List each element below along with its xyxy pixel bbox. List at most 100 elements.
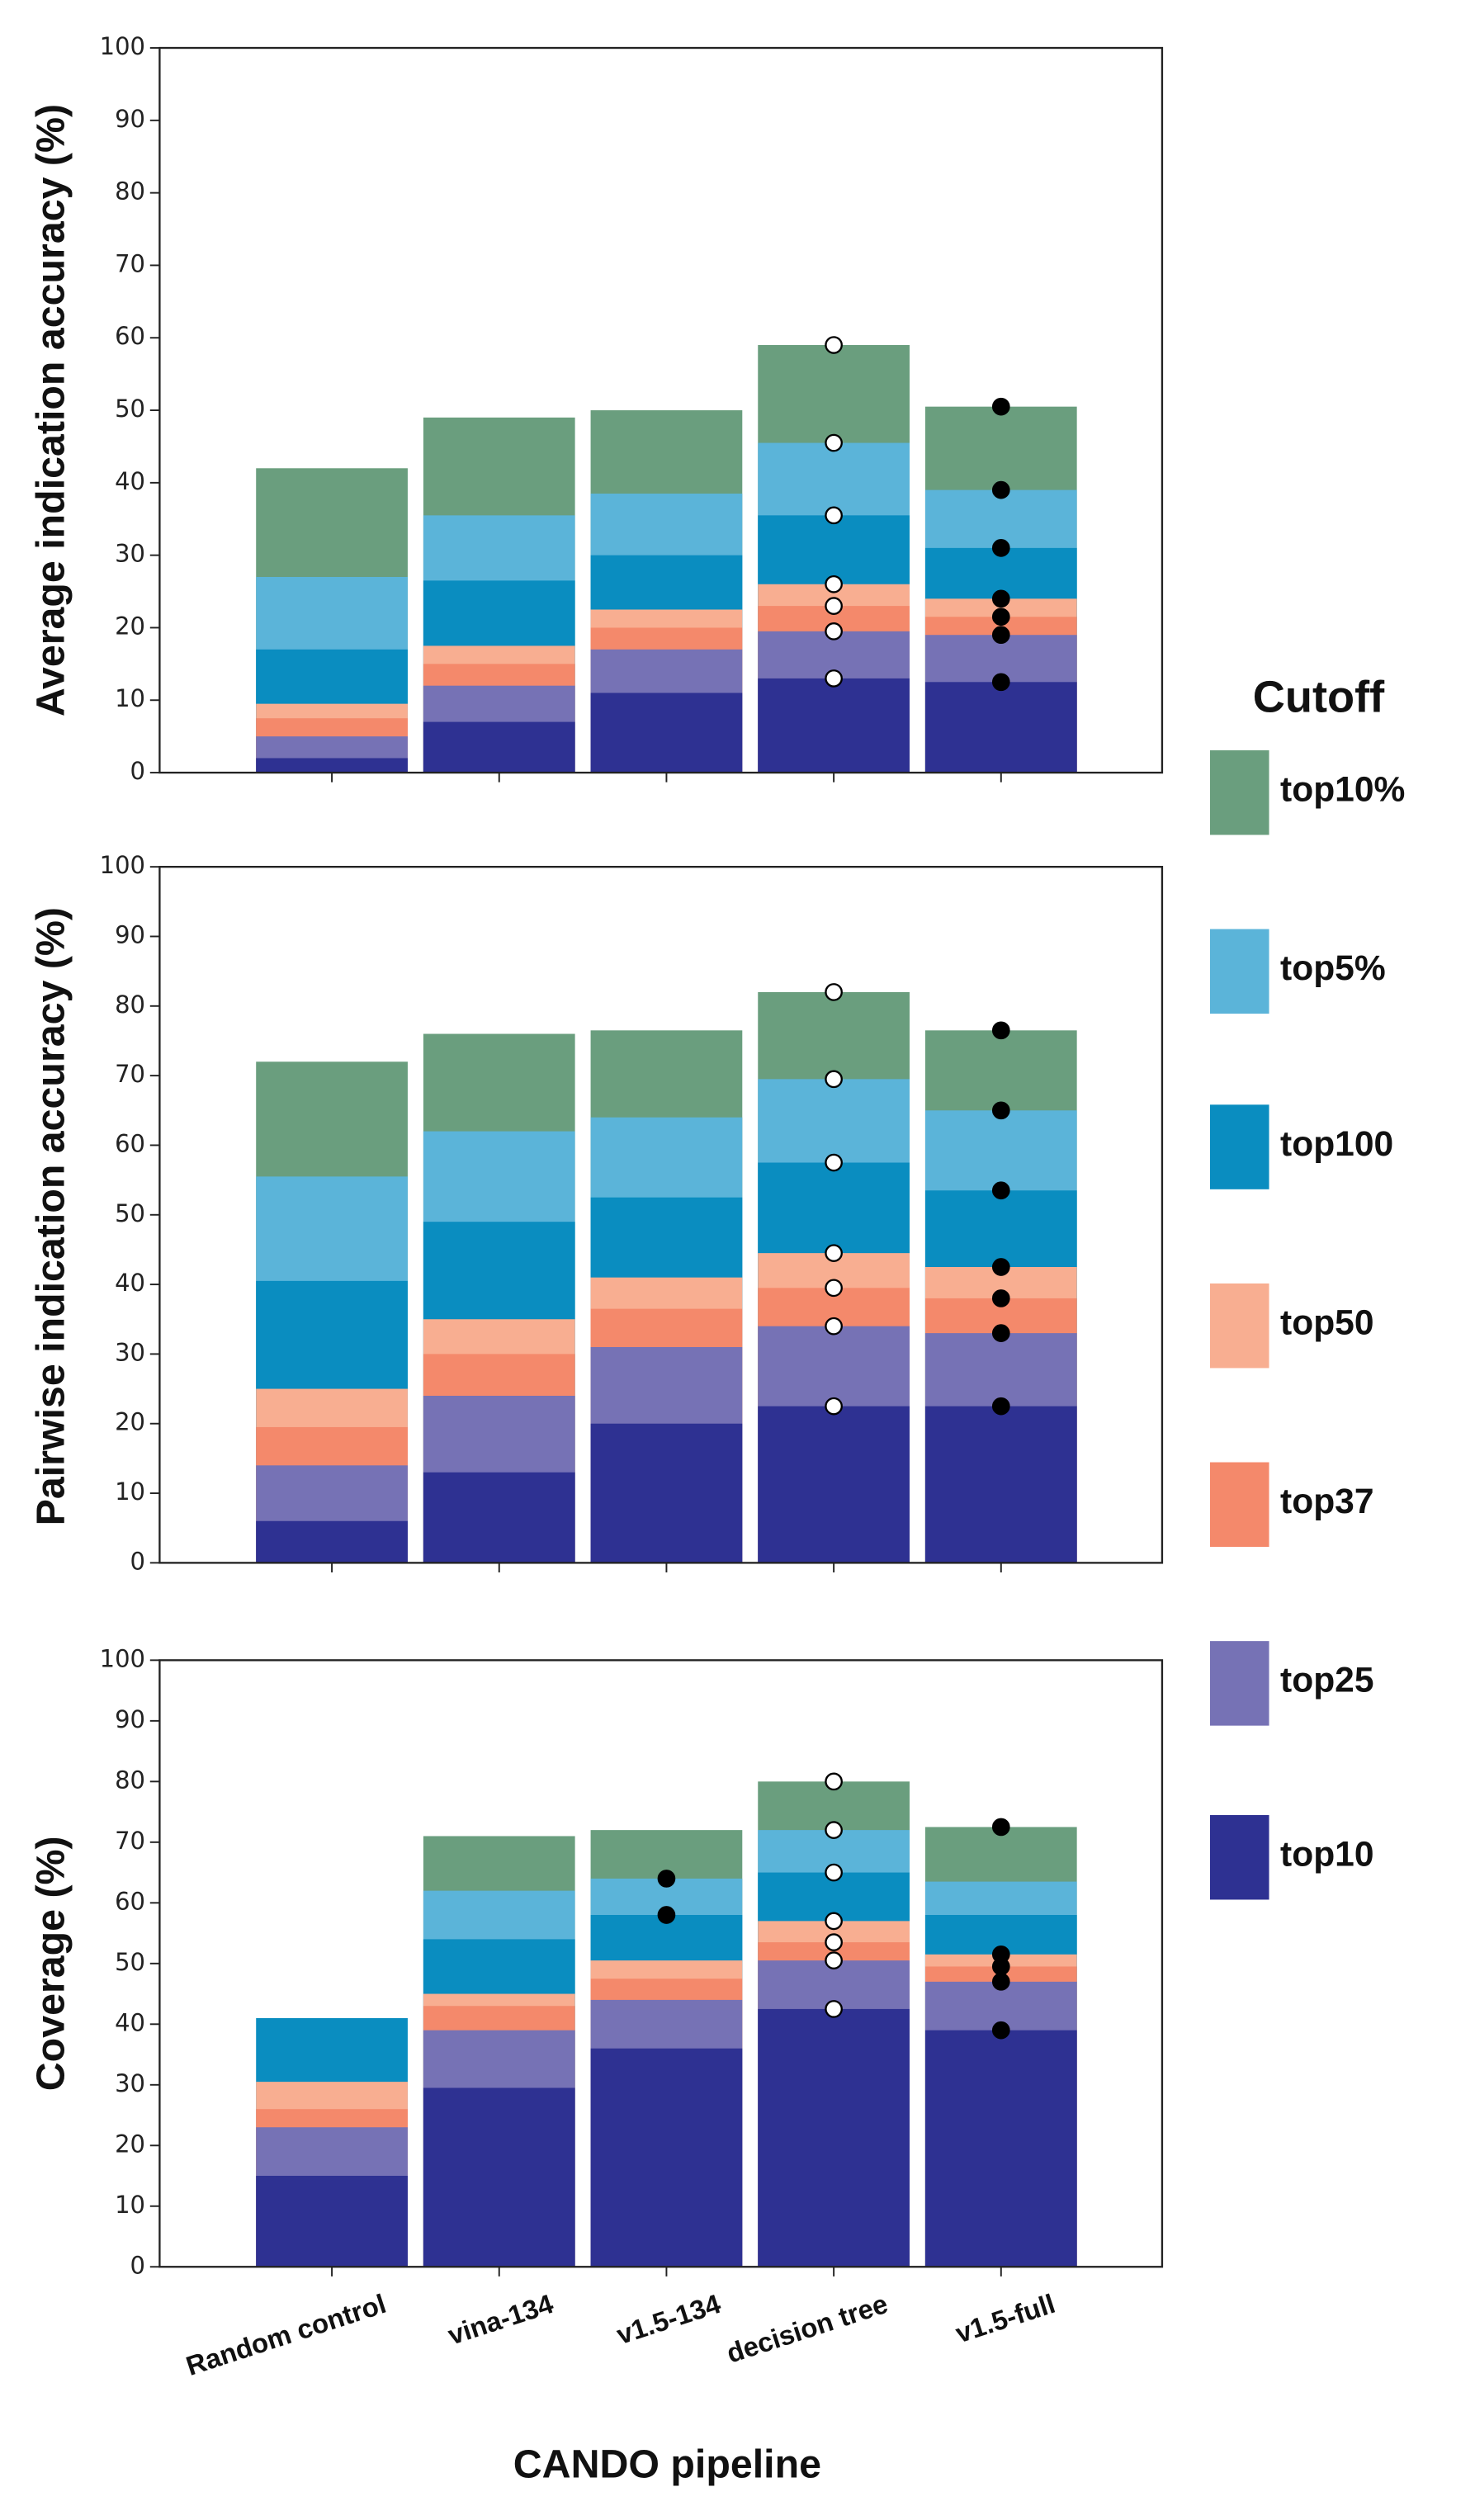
y-tick-label: 80: [115, 991, 145, 1019]
y-tick-label: 20: [115, 1408, 145, 1436]
legend-label: top5%: [1280, 948, 1386, 988]
y-tick-label: 60: [115, 322, 145, 350]
y-tick-label: 80: [115, 177, 145, 206]
marker-dot: [991, 1021, 1010, 1040]
x-tick-label: decision tree: [723, 2288, 891, 2369]
y-tick-label: 90: [115, 1705, 145, 1733]
marker-dot: [657, 1870, 676, 1888]
bar: [924, 1406, 1077, 1563]
marker-dot: [825, 336, 843, 354]
marker-dot: [825, 1912, 843, 1931]
y-tick-label: 30: [115, 1338, 145, 1366]
bar: [924, 682, 1077, 773]
marker-dot: [991, 1397, 1010, 1416]
y-tick-label: 30: [115, 540, 145, 568]
marker-dot: [825, 2000, 843, 2018]
y-tick-label: 20: [115, 612, 145, 640]
bar: [758, 678, 910, 773]
legend-label: top25: [1280, 1661, 1373, 1700]
y-tick-label: 80: [115, 1766, 145, 1794]
marker-dot: [825, 1397, 843, 1416]
y-tick-label: 0: [130, 1547, 145, 1575]
marker-dot: [825, 597, 843, 615]
marker-dot: [825, 1244, 843, 1262]
bar: [590, 1423, 743, 1563]
bar: [758, 1406, 910, 1563]
marker-dot: [825, 1153, 843, 1172]
legend-swatch: [1209, 1641, 1269, 1726]
y-tick-label: 0: [130, 2251, 145, 2279]
marker-dot: [991, 1973, 1010, 1991]
legend-label: top100: [1280, 1124, 1393, 1164]
legend-label: top37: [1280, 1482, 1373, 1521]
marker-dot: [825, 983, 843, 1001]
marker-dot: [991, 1289, 1010, 1307]
y-tick-label: 20: [115, 2130, 145, 2158]
marker-dot: [825, 1951, 843, 1969]
marker-dot: [825, 1863, 843, 1882]
y-tick-label: 50: [115, 1948, 145, 1976]
marker-dot: [825, 574, 843, 593]
y-tick-label: 10: [115, 1477, 145, 1506]
marker-dot: [991, 397, 1010, 416]
marker-dot: [825, 433, 843, 452]
y-tick-label: 70: [115, 1827, 145, 1855]
bar: [256, 1520, 408, 1563]
bar: [256, 2176, 408, 2267]
marker-dot: [991, 1258, 1010, 1276]
marker-dot: [825, 1070, 843, 1089]
y-tick-label: 50: [115, 395, 145, 423]
legend-swatch: [1209, 929, 1269, 1014]
marker-dot: [991, 539, 1010, 557]
x-tick-label: vina-134: [444, 2288, 557, 2351]
legend-label: top50: [1280, 1303, 1373, 1342]
y-tick-label: 10: [115, 2191, 145, 2219]
legend-swatch: [1209, 1814, 1269, 1900]
x-tick-label: v1.5-134: [612, 2288, 724, 2350]
marker-dot: [991, 1181, 1010, 1200]
marker-dot: [825, 622, 843, 641]
legend-swatch: [1209, 1283, 1269, 1369]
legend-title: Cutoff: [1253, 673, 1385, 722]
y-tick-label: 100: [100, 851, 145, 879]
y-tick-label: 40: [115, 467, 145, 495]
marker-dot: [991, 626, 1010, 645]
marker-dot: [825, 669, 843, 688]
y-tick-label: 10: [115, 684, 145, 712]
bar: [590, 693, 743, 773]
marker-dot: [991, 673, 1010, 692]
bar: [758, 2008, 910, 2267]
marker-dot: [657, 1906, 676, 1924]
bar: [256, 758, 408, 773]
legend-swatch: [1209, 749, 1269, 835]
y-tick-label: 70: [115, 249, 145, 277]
y-axis-label: Coverage (%): [28, 1836, 73, 2091]
marker-dot: [991, 2021, 1010, 2040]
y-tick-label: 40: [115, 1269, 145, 1297]
marker-dot: [991, 589, 1010, 608]
y-axis-label: Average indication accuracy (%): [28, 104, 73, 716]
y-tick-label: 100: [100, 32, 145, 60]
marker-dot: [991, 608, 1010, 626]
marker-dot: [825, 1772, 843, 1791]
bar: [423, 1472, 575, 1563]
bar: [590, 2048, 743, 2267]
y-tick-label: 70: [115, 1060, 145, 1088]
y-tick-label: 60: [115, 1129, 145, 1157]
legend-label: top10: [1280, 1834, 1373, 1874]
bar: [924, 2030, 1077, 2267]
x-tick-label: Random control: [182, 2288, 390, 2381]
y-axis-label: Pairwise indication accuracy (%): [28, 907, 73, 1525]
y-tick-label: 90: [115, 920, 145, 948]
marker-dot: [825, 506, 843, 525]
marker-dot: [825, 1933, 843, 1951]
y-tick-label: 90: [115, 105, 145, 133]
y-tick-label: 30: [115, 2069, 145, 2097]
legend-label: top10%: [1280, 769, 1405, 809]
marker-dot: [991, 1957, 1010, 1976]
bar: [423, 2087, 575, 2267]
y-tick-label: 40: [115, 2008, 145, 2036]
marker-dot: [991, 480, 1010, 499]
marker-dot: [991, 1324, 1010, 1342]
